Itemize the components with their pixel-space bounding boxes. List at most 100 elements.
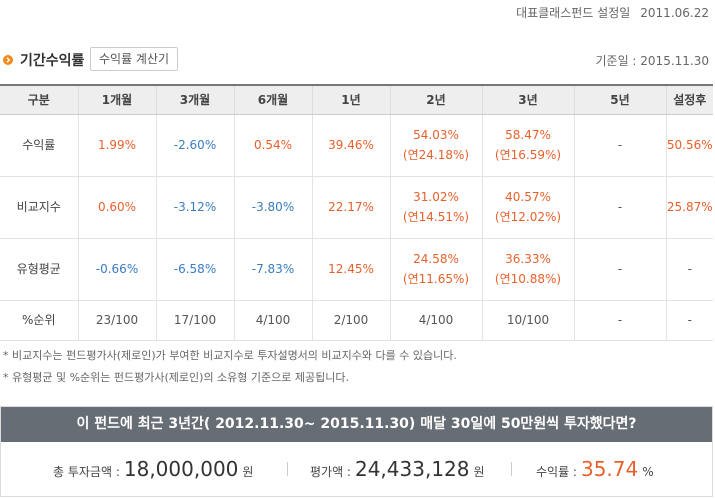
table-cell: - bbox=[574, 300, 667, 341]
table-cell: -6.58% bbox=[156, 238, 235, 301]
cell-value: 17/100 bbox=[173, 313, 217, 327]
total-investment: 총 투자금액 :18,000,000 원 bbox=[53, 442, 253, 496]
column-header: 5년 bbox=[574, 85, 667, 115]
table-row: 비교지수 0.60% -3.12% -3.80% 22.17% 31.02% (연14.51… bbox=[0, 176, 713, 239]
cell-value: 4/100 bbox=[418, 313, 454, 327]
total-investment-unit: 원 bbox=[242, 465, 254, 479]
simulated-return: 수익률 :35.74% bbox=[536, 442, 654, 496]
cell-value: 22.17% bbox=[328, 200, 374, 214]
column-header: 3년 bbox=[482, 85, 575, 115]
column-header: 3개월 bbox=[156, 85, 235, 115]
table-cell: 10/100 bbox=[482, 300, 575, 341]
table-cell: 22.17% bbox=[312, 176, 391, 239]
row-label: 비교지수 bbox=[0, 176, 79, 239]
cell-annualized: (연10.88%) bbox=[494, 272, 562, 286]
evaluation-unit: 원 bbox=[473, 465, 485, 479]
table-cell: - bbox=[666, 300, 713, 341]
cell-value: 39.46% bbox=[328, 138, 374, 152]
cell-value: 40.57% bbox=[505, 190, 551, 204]
divider bbox=[287, 462, 288, 476]
base-date: 기준일 : 2015.11.30 bbox=[595, 54, 710, 68]
period-return-header: 기간수익률 수익률 계산기 기준일 : 2015.11.30 bbox=[0, 47, 715, 73]
cell-value: - bbox=[617, 200, 623, 214]
cell-value: 2/100 bbox=[333, 313, 369, 327]
table-header-row: 구분 1개월 3개월 6개월 1년 2년 3년 5년 설정후 bbox=[0, 85, 713, 115]
column-header: 1개월 bbox=[78, 85, 157, 115]
cell-value: 0.54% bbox=[253, 138, 293, 152]
evaluation-amount: 평가액 :24,433,128 원 bbox=[310, 442, 485, 496]
cell-value: 10/100 bbox=[506, 313, 550, 327]
cell-value: -3.12% bbox=[173, 200, 217, 214]
investment-simulation: 이 펀드에 최근 3년간( 2012.11.30~ 2015.11.30) 매달… bbox=[0, 406, 713, 497]
cell-value: - bbox=[617, 262, 623, 276]
table-cell: -0.66% bbox=[78, 238, 157, 301]
table-row: 수익률 1.99% -2.60% 0.54% 39.46% 54.03% (연24.18%)… bbox=[0, 114, 713, 177]
cell-value: 4/100 bbox=[255, 313, 291, 327]
table-cell: 12.45% bbox=[312, 238, 391, 301]
cell-value: - bbox=[617, 313, 623, 327]
cell-value: -0.66% bbox=[95, 262, 139, 276]
section-title: 기간수익률 bbox=[20, 53, 85, 69]
table-cell: 4/100 bbox=[390, 300, 483, 341]
column-header: 구분 bbox=[0, 85, 79, 115]
cell-annualized: (연11.65%) bbox=[402, 272, 470, 286]
table-cell: -2.60% bbox=[156, 114, 235, 177]
cell-value: 50.56% bbox=[666, 138, 713, 152]
table-cell: -3.12% bbox=[156, 176, 235, 239]
cell-value: -2.60% bbox=[173, 138, 217, 152]
table-cell: 4/100 bbox=[234, 300, 313, 341]
cell-value: - bbox=[687, 262, 692, 276]
cell-value: - bbox=[687, 313, 692, 327]
row-label: 유형평균 bbox=[0, 238, 79, 301]
total-investment-label: 총 투자금액 : bbox=[53, 465, 120, 479]
cell-value: 31.02% bbox=[413, 190, 459, 204]
table-cell: 54.03% (연24.18%) bbox=[390, 114, 483, 177]
table-cell: -3.80% bbox=[234, 176, 313, 239]
evaluation-label: 평가액 : bbox=[310, 465, 351, 479]
table-cell: 50.56% bbox=[666, 114, 713, 177]
column-header: 1년 bbox=[312, 85, 391, 115]
return-calculator-button[interactable]: 수익률 계산기 bbox=[90, 47, 179, 71]
table-row: %순위 23/100 17/100 4/100 2/100 4/100 10/100 - - bbox=[0, 300, 713, 341]
row-label: %순위 bbox=[0, 300, 79, 341]
cell-value: 1.99% bbox=[97, 138, 137, 152]
cell-value: 58.47% bbox=[505, 128, 551, 142]
note-peer-average: * 유형평균 및 %순위는 펀드평가사(제로인)의 소유형 기준으로 제공됩니다… bbox=[3, 371, 349, 384]
simulated-return-value: 35.74 bbox=[580, 457, 639, 481]
cell-value: 0.60% bbox=[97, 200, 137, 214]
table-cell: 36.33% (연10.88%) bbox=[482, 238, 575, 301]
table-row: 유형평균 -0.66% -6.58% -7.83% 12.45% 24.58% (연11.6… bbox=[0, 238, 713, 301]
table-cell: - bbox=[574, 176, 667, 239]
table-cell: 0.60% bbox=[78, 176, 157, 239]
table-cell: 0.54% bbox=[234, 114, 313, 177]
total-investment-value: 18,000,000 bbox=[123, 457, 239, 481]
circle-chevron-right-icon bbox=[3, 55, 13, 65]
table-cell: 17/100 bbox=[156, 300, 235, 341]
table-cell: 2/100 bbox=[312, 300, 391, 341]
cell-annualized: (연12.02%) bbox=[494, 210, 562, 224]
setup-date-label: 대표클래스펀드 설정일 bbox=[516, 6, 631, 20]
table-notes: * 비교지수는 펀드평가사(제로인)가 부여한 비교지수로 투자설명서의 비교지… bbox=[3, 345, 457, 389]
table-cell: 40.57% (연12.02%) bbox=[482, 176, 575, 239]
cell-value: 25.87% bbox=[666, 200, 713, 214]
setup-date-value: 2011.06.22 bbox=[640, 6, 709, 20]
table-cell: 58.47% (연16.59%) bbox=[482, 114, 575, 177]
simulated-return-unit: % bbox=[642, 465, 654, 479]
simulation-results: 총 투자금액 :18,000,000 원 평가액 :24,433,128 원 수익률… bbox=[1, 442, 712, 496]
cell-value: -6.58% bbox=[173, 262, 217, 276]
table-cell: 23/100 bbox=[78, 300, 157, 341]
table-cell: 24.58% (연11.65%) bbox=[390, 238, 483, 301]
table-cell: 1.99% bbox=[78, 114, 157, 177]
cell-value: 12.45% bbox=[328, 262, 374, 276]
cell-value: -3.80% bbox=[251, 200, 295, 214]
table-cell: 25.87% bbox=[666, 176, 713, 239]
fund-setup-date: 대표클래스펀드 설정일 2011.06.22 bbox=[516, 4, 709, 21]
cell-value: 36.33% bbox=[505, 252, 551, 266]
column-header: 2년 bbox=[390, 85, 483, 115]
table-cell: 39.46% bbox=[312, 114, 391, 177]
divider bbox=[511, 462, 512, 476]
simulation-headline: 이 펀드에 최근 3년간( 2012.11.30~ 2015.11.30) 매달… bbox=[1, 407, 712, 442]
cell-annualized: (연16.59%) bbox=[494, 148, 562, 162]
row-label: 수익률 bbox=[0, 114, 79, 177]
note-benchmark: * 비교지수는 펀드평가사(제로인)가 부여한 비교지수로 투자설명서의 비교지… bbox=[3, 349, 457, 362]
